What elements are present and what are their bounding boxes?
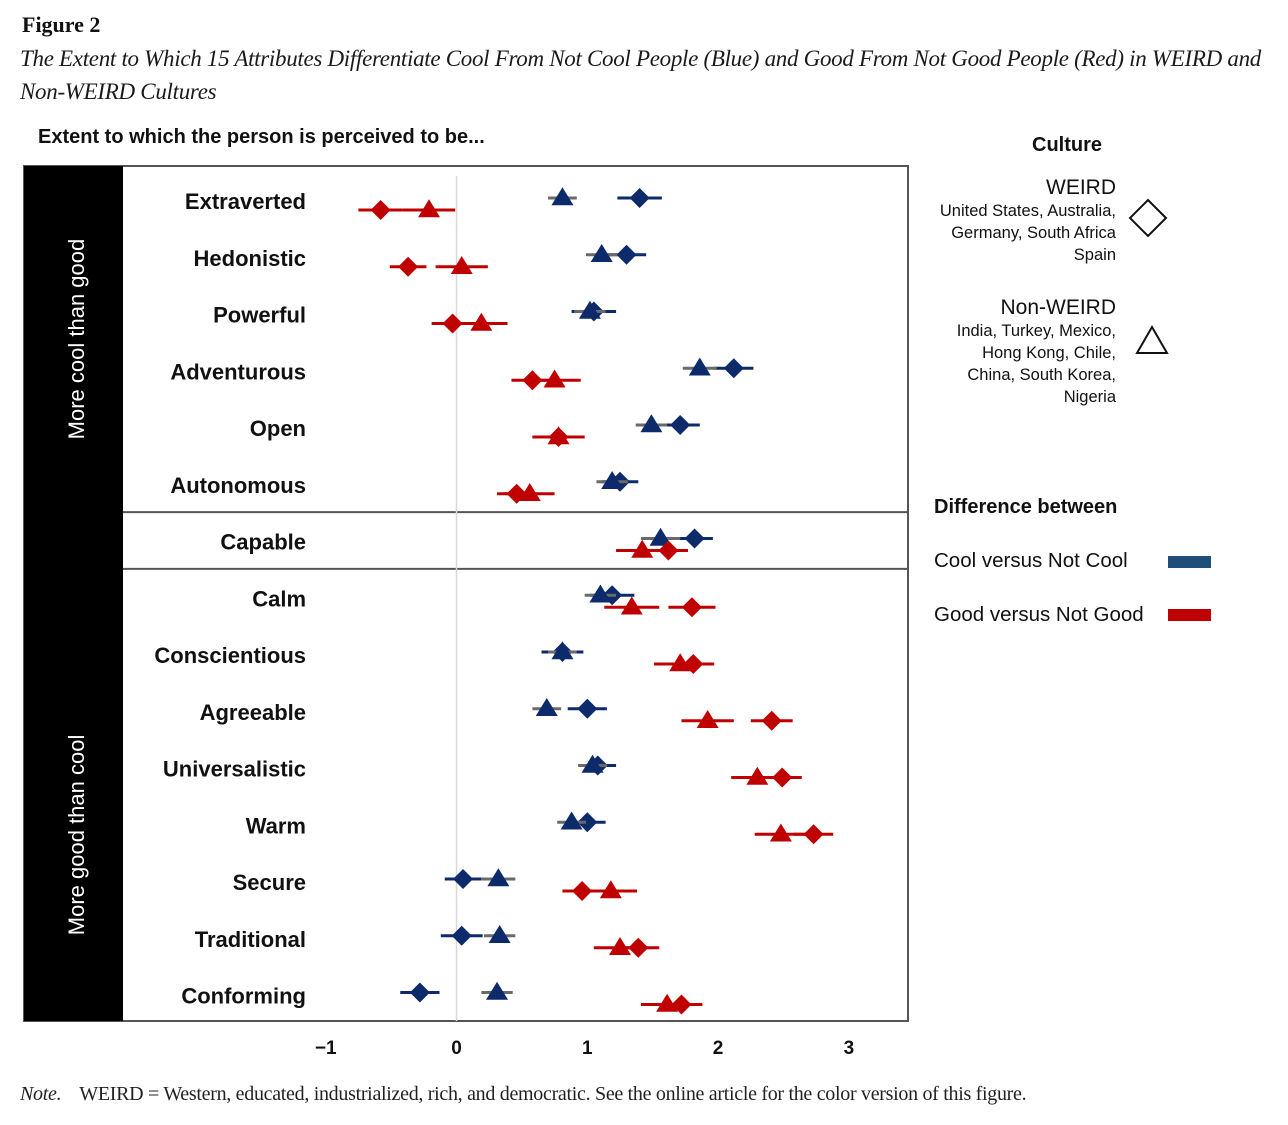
point-cool-nonweird-triangle [486,981,509,1000]
note-text: WEIRD = Western, educated, industrialize… [79,1083,1027,1105]
point-cool-nonweird-triangle [601,470,624,489]
legend-culture-title: Culture [1032,134,1102,156]
point-cool-weird-diamond [409,982,430,1003]
legend-nonweird-country-line: Hong Kong, Chile, [982,344,1116,362]
figure-note: Note. WEIRD = Western, educated, industri… [20,1083,1027,1106]
point-good-nonweird-triangle [609,936,631,955]
plot-frame [23,165,909,1022]
point-cool-weird-diamond [723,358,744,379]
legend-cool-swatch [1168,556,1211,568]
legend-nonweird: Non-WEIRD India, Turkey, Mexico, Hong Kon… [900,296,1116,408]
point-good-nonweird-triangle [470,312,493,331]
legend-nonweird-country-line: Nigeria [1063,388,1116,406]
point-good-nonweird-triangle [450,255,473,274]
legend-weird: WEIRD United States, Australia, Germany, … [900,176,1116,266]
point-cool-nonweird-triangle [487,868,510,887]
point-good-weird-diamond [761,710,782,731]
category-label: Hedonistic [194,246,306,271]
point-cool-nonweird-triangle [590,243,613,262]
triangle-outline-icon [1135,324,1169,354]
category-label: Calm [252,586,306,611]
point-cool-weird-diamond [577,698,598,719]
point-good-weird-diamond [572,881,593,901]
point-cool-weird-diamond [451,925,472,946]
category-label: Conforming [181,984,306,1009]
point-good-nonweird-triangle [656,993,679,1012]
legend-weird-name: WEIRD [1046,176,1116,199]
point-good-nonweird-triangle [599,880,622,899]
point-good-weird-diamond [442,313,463,334]
point-good-weird-diamond [803,824,824,845]
x-tick-label: −1 [315,1038,337,1059]
x-tick-label: 2 [713,1038,724,1059]
point-good-weird-diamond [398,256,419,277]
point-cool-weird-diamond [453,869,474,889]
point-cool-nonweird-triangle [649,527,672,546]
legend-weird-country-line: Spain [1073,246,1116,264]
x-tick-label: 3 [844,1038,855,1059]
point-cool-weird-diamond [684,528,705,549]
point-good-nonweird-triangle [518,482,541,501]
note-label: Note. [20,1083,62,1105]
point-cool-nonweird-triangle [488,924,511,943]
category-label: Autonomous [170,473,306,498]
point-good-weird-diamond [681,597,702,618]
group-band [24,166,123,1021]
point-good-nonweird-triangle [746,766,769,785]
category-label: Capable [220,530,306,555]
legend-nonweird-countries: India, Turkey, Mexico, Hong Kong, Chile, C… [900,320,1116,408]
category-label: Adventurous [170,359,306,384]
point-cool-nonweird-triangle [535,697,558,716]
figure-title: The Extent to Which 15 Attributes Differ… [20,46,1262,104]
point-good-nonweird-triangle [669,653,692,672]
legend-nonweird-name: Non-WEIRD [1000,296,1116,319]
group-label-good: More good than cool [64,735,89,936]
category-label: Universalistic [163,757,306,782]
group-label-cool: More cool than good [64,239,89,440]
point-good-weird-diamond [370,200,391,220]
legend-weird-country-line: Germany, South Africa [951,224,1116,242]
point-cool-weird-diamond [629,188,650,208]
point-good-nonweird-triangle [418,199,441,218]
legend-cool-label: Cool versus Not Cool [934,549,1128,572]
legend-weird-country-line: United States, Australia, [939,202,1116,220]
chart-heading: Extent to which the person is perceived … [38,126,485,148]
point-cool-nonweird-triangle [551,187,574,206]
legend-difference-title: Difference between [934,496,1118,518]
diamond-outline-icon [1128,198,1168,238]
point-cool-weird-diamond [670,415,691,435]
category-label: Agreeable [200,700,306,725]
point-cool-nonweird-triangle [551,641,574,660]
category-label: Powerful [213,303,306,328]
legend-good-swatch [1168,609,1211,621]
point-good-nonweird-triangle [631,539,654,558]
figure-label: Figure 2 [22,12,101,37]
point-good-nonweird-triangle [696,709,719,728]
category-label: Open [250,416,306,441]
category-label: Traditional [195,927,306,952]
point-cool-nonweird-triangle [578,300,601,319]
point-cool-weird-diamond [616,244,637,265]
x-tick-label: 0 [451,1038,462,1059]
point-cool-weird-diamond [577,812,598,833]
x-tick-label: 1 [582,1038,593,1059]
category-label: Warm [246,813,306,838]
point-cool-nonweird-triangle [589,584,612,603]
category-label: Conscientious [154,643,306,668]
legend-nonweird-country-line: India, Turkey, Mexico, [956,322,1116,340]
point-good-nonweird-triangle [769,823,792,842]
point-cool-nonweird-triangle [688,357,711,376]
legend-nonweird-country-line: China, South Korea, [967,366,1116,384]
legend-weird-countries: United States, Australia, Germany, South … [900,200,1116,266]
point-cool-nonweird-triangle [581,754,604,773]
point-cool-nonweird-triangle [640,414,663,433]
legend-good-label: Good versus Not Good [934,603,1144,626]
point-good-nonweird-triangle [620,596,643,615]
point-good-nonweird-triangle [543,369,566,388]
category-label: Extraverted [185,189,306,214]
category-label: Secure [233,870,306,895]
point-good-nonweird-triangle [547,426,570,445]
point-cool-nonweird-triangle [560,811,583,830]
